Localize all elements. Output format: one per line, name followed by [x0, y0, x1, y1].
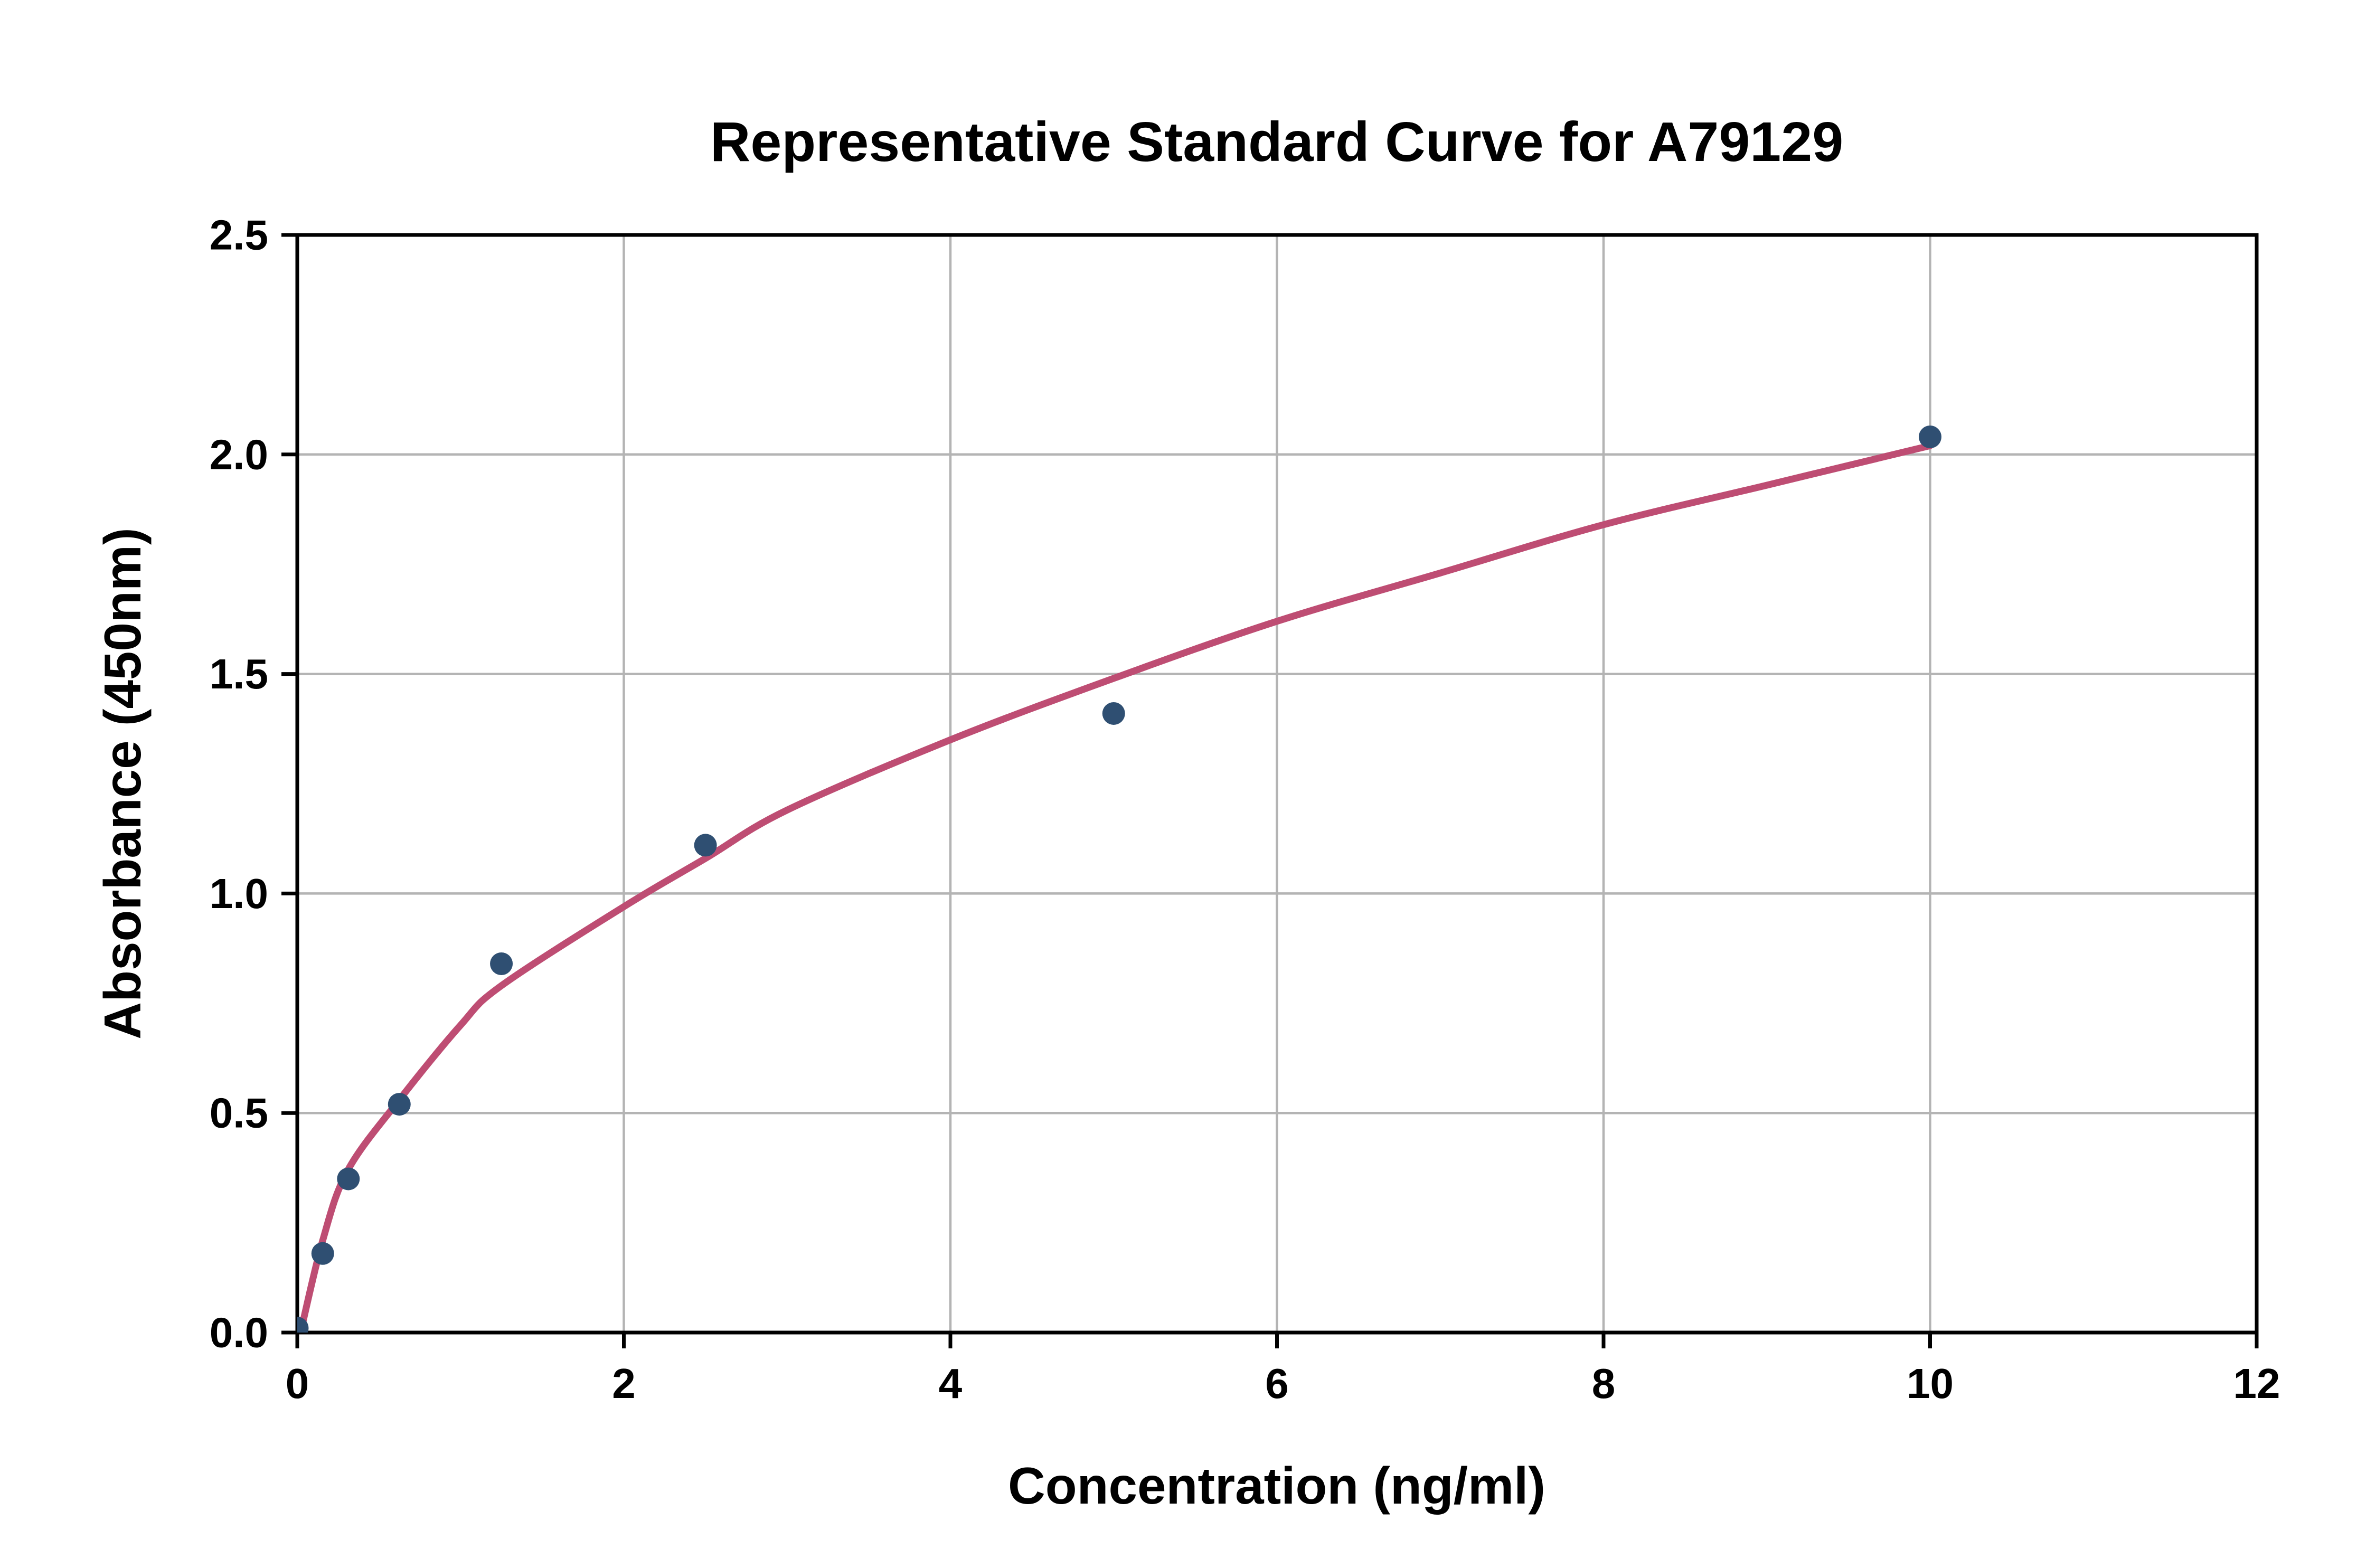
y-tick-label: 1.0 — [210, 870, 268, 917]
data-point — [1919, 426, 1941, 449]
data-points — [297, 426, 1941, 1333]
y-tick-label: 2.0 — [210, 431, 268, 478]
data-point — [1102, 702, 1125, 725]
data-point — [490, 952, 513, 975]
data-point — [388, 1093, 411, 1116]
x-tick-label: 4 — [939, 1360, 963, 1407]
data-point — [337, 1167, 360, 1191]
x-axis-label: Concentration (ng/ml) — [1008, 1457, 1545, 1515]
axis-ticks — [281, 233, 2259, 1348]
x-tick-label: 0 — [286, 1360, 309, 1407]
x-tick-label: 8 — [1592, 1360, 1616, 1407]
data-point — [297, 1317, 309, 1333]
gridlines — [297, 235, 2257, 1333]
data-point — [311, 1242, 334, 1265]
y-tick-label: 1.5 — [210, 650, 268, 697]
x-tick-label: 6 — [1265, 1360, 1289, 1407]
x-tick-label: 12 — [2233, 1360, 2280, 1407]
tick-labels: 0 2 4 6 8 10 12 0.0 0.5 1.0 1.5 2.0 2.5 — [210, 212, 2280, 1408]
x-tick-label: 2 — [612, 1360, 636, 1407]
fit-curve-line — [297, 442, 1934, 1333]
y-tick-label: 2.5 — [210, 212, 268, 259]
chart-title: Representative Standard Curve for A79129 — [710, 111, 1843, 173]
y-tick-label: 0.5 — [210, 1090, 268, 1137]
y-tick-label: 0.0 — [210, 1309, 268, 1356]
data-point — [694, 834, 717, 857]
x-tick-label: 10 — [1907, 1360, 1954, 1407]
y-axis-label: Absorbance (450nm) — [93, 527, 152, 1039]
